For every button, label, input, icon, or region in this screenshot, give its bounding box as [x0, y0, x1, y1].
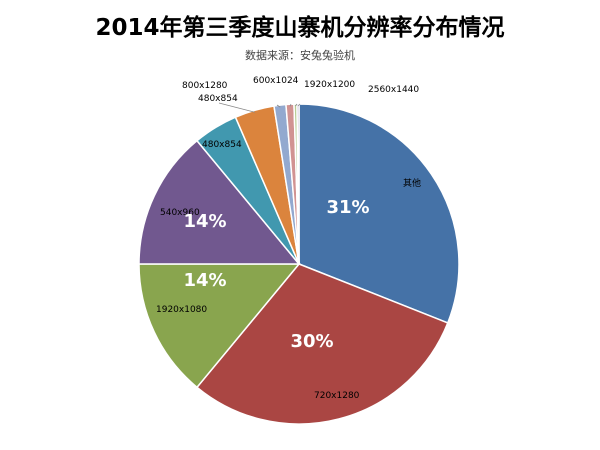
leader-line-8 — [295, 103, 298, 107]
slice-percent-2: 14% — [183, 270, 226, 291]
slice-label-7: 600x1024 — [253, 76, 299, 86]
slice-label-2: 1920x1080 — [156, 305, 207, 315]
pie-slice-0 — [298, 103, 460, 324]
slice-label-6: 800x1280 — [182, 81, 228, 91]
leader-line-6 — [276, 104, 281, 108]
pie-slice-2 — [138, 263, 301, 389]
chart-subtitle: 数据来源：安兔兔验机 — [245, 49, 355, 62]
slice-label-4: 480x854 — [202, 140, 242, 150]
slice-label-0: 其他 — [403, 177, 421, 189]
pie-slice-3 — [138, 139, 301, 265]
leader-line-5 — [218, 102, 256, 113]
slice-percent-3: 14% — [183, 211, 226, 232]
leader-lines — [218, 102, 301, 113]
leader-line-7 — [289, 103, 292, 107]
pie-labels: 其他31%720x128030%1920x108014%540x96014%48… — [156, 76, 421, 401]
slice-label-8: 1920x1200 — [304, 80, 355, 90]
slice-label-5: 480x854 — [198, 94, 238, 104]
chart-title: 2014年第三季度山寨机分辨率分布情况 — [95, 15, 505, 41]
slice-percent-1: 30% — [290, 331, 333, 352]
slice-label-9: 2560x1440 — [368, 85, 419, 95]
slice-label-1: 720x1280 — [314, 391, 360, 401]
leader-line-9 — [297, 103, 301, 107]
pie-slices — [138, 103, 460, 425]
pie-slice-1 — [195, 263, 449, 425]
slice-label-3: 540x960 — [160, 208, 200, 218]
slice-percent-0: 31% — [326, 197, 369, 218]
